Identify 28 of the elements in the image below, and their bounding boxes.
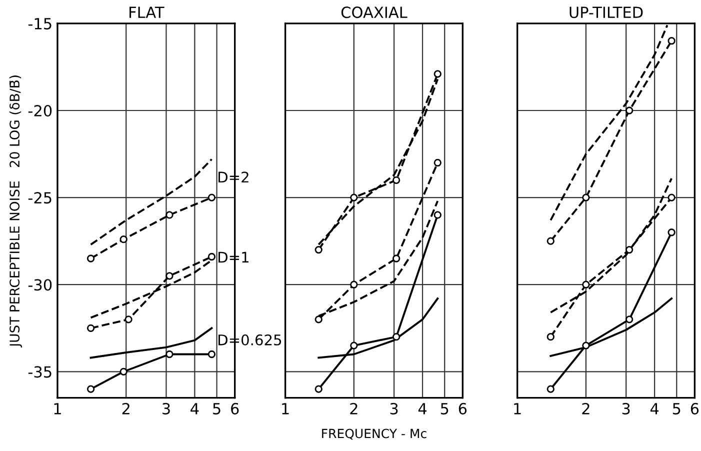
y-tick-label: -15 bbox=[28, 18, 52, 30]
x-axis-title: FREQUENCY - Mc bbox=[322, 428, 426, 440]
x-tick-label: 1 bbox=[54, 403, 61, 414]
x-tick-label: 3 bbox=[390, 402, 398, 414]
x-tick-label: 6 bbox=[231, 402, 239, 414]
x-tick-label: 4 bbox=[650, 403, 659, 414]
x-tick-label: 6 bbox=[458, 402, 467, 414]
x-tick-label: 2 bbox=[122, 402, 130, 414]
x-tick-label: 2 bbox=[582, 402, 590, 414]
x-tick-label: 4 bbox=[418, 403, 427, 414]
x-tick-label: 3 bbox=[622, 402, 630, 414]
x-tick-label: 3 bbox=[162, 402, 170, 414]
chart-title: COAXIAL bbox=[341, 6, 408, 18]
x-tick-label: 2 bbox=[350, 402, 358, 414]
x-tick-label: 1 bbox=[282, 403, 289, 414]
x-tick-label: 5 bbox=[213, 403, 220, 414]
x-tick-label: 6 bbox=[690, 402, 699, 414]
x-tick-label: 1 bbox=[514, 403, 521, 414]
y-tick-label: -30 bbox=[28, 279, 52, 291]
y-tick-label: -25 bbox=[28, 192, 52, 204]
chart-title: UP-TILTED bbox=[570, 6, 643, 18]
x-tick-label: 4 bbox=[190, 403, 199, 414]
x-tick-label: 5 bbox=[440, 403, 448, 414]
y-tick-label: -35 bbox=[28, 366, 52, 378]
x-tick-label: 5 bbox=[672, 403, 680, 414]
chart-title: FLAT bbox=[130, 6, 164, 18]
y-tick-label: -20 bbox=[28, 104, 52, 117]
y-axis-title: JUST PERCEPTIBLE NOISE 20 LOG (δB/B̄) bbox=[9, 76, 22, 348]
